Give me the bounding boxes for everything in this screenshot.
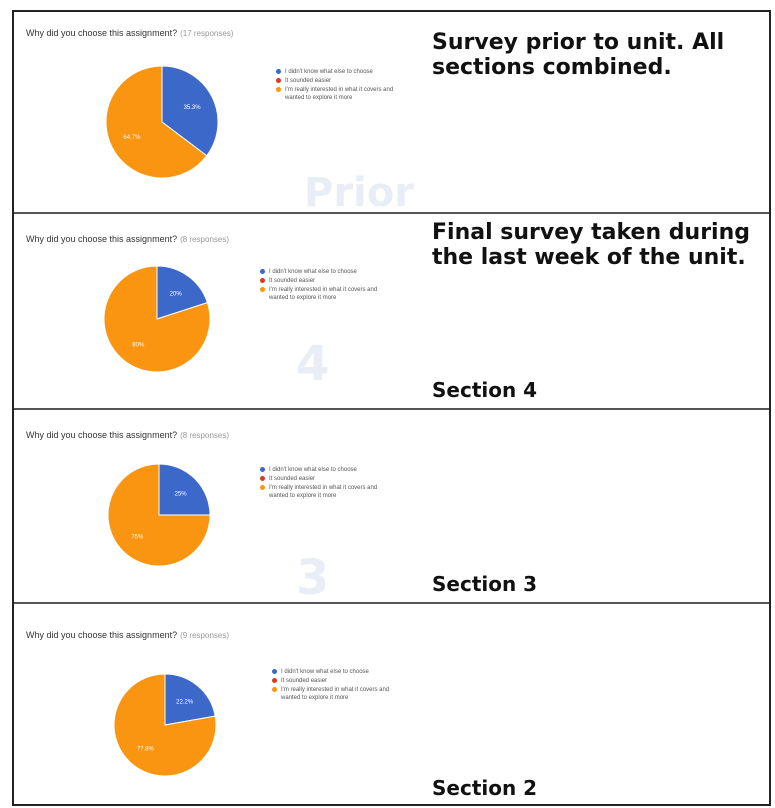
legend-label: I didn't know what else to choose [269, 467, 357, 473]
legend-label: I didn't know what else to choose [285, 69, 373, 75]
question-text: Why did you choose this assignment? [26, 234, 178, 244]
panel-section-2: Why did you choose this assignment? (9 re… [14, 604, 769, 808]
response-count: (8 responses) [180, 431, 230, 440]
legend-item: I didn't know what else to choose [260, 268, 390, 276]
question-text: Why did you choose this assignment? [26, 28, 178, 38]
legend-swatch-blue [260, 467, 265, 472]
pie-chart: 35.3% 64.7% [105, 65, 219, 179]
question-title: Why did you choose this assignment? (8 re… [26, 430, 229, 440]
section-label: Section 3 [432, 572, 538, 596]
legend-item: I'm really interested in what it covers … [260, 286, 390, 302]
legend-item: I'm really interested in what it covers … [272, 686, 402, 702]
legend-label: It sounded easier [285, 78, 332, 84]
legend-item: It sounded easier [260, 277, 390, 285]
pie-slice-label: 20% [170, 291, 183, 297]
pie-slice-label: 25% [175, 491, 188, 497]
legend: I didn't know what else to choose It sou… [260, 466, 390, 501]
legend-swatch-blue [272, 669, 277, 674]
legend-swatch-orange [260, 485, 265, 490]
legend-swatch-blue [260, 269, 265, 274]
pie-slice [156, 265, 209, 320]
pie-slice [161, 65, 219, 157]
legend-label: It sounded easier [269, 278, 316, 284]
question-title: Why did you choose this assignment? (17 r… [26, 28, 233, 38]
pie-slice-label: 75% [131, 535, 144, 541]
legend-label: I'm really interested in what it covers … [281, 687, 390, 701]
pie-slice [105, 65, 208, 179]
question-title: Why did you choose this assignment? (9 re… [26, 630, 229, 640]
legend-item: It sounded easier [276, 77, 406, 85]
pie-slice-label: 35.3% [184, 105, 202, 111]
legend-item: I didn't know what else to choose [272, 668, 402, 676]
legend-label: I'm really interested in what it covers … [269, 287, 378, 301]
legend: I didn't know what else to choose It sou… [260, 268, 390, 303]
panel-prior: Why did you choose this assignment? (17 r… [14, 12, 769, 214]
pie-chart: 20% 80% [103, 265, 211, 373]
panel-section-3: Why did you choose this assignment? (8 re… [14, 410, 769, 604]
legend-label: It sounded easier [269, 476, 316, 482]
pie-slice [158, 463, 211, 516]
pie-slice [113, 673, 217, 777]
pie-slice-label: 77.8% [137, 746, 155, 752]
pie-slice [103, 265, 211, 373]
panel-section-4: Why did you choose this assignment? (8 re… [14, 214, 769, 410]
legend-label: I didn't know what else to choose [269, 269, 357, 275]
legend-swatch-red [260, 278, 265, 283]
legend-label: I didn't know what else to choose [281, 669, 369, 675]
legend-swatch-orange [260, 287, 265, 292]
legend-label: It sounded easier [281, 678, 328, 684]
pie-slice-label: 80% [132, 343, 145, 349]
pie-slice [164, 673, 216, 726]
pie-chart: 22.2% 77.8% [113, 673, 217, 777]
legend: I didn't know what else to choose It sou… [276, 68, 406, 103]
legend-item: I'm really interested in what it covers … [260, 484, 390, 500]
watermark: 3 [296, 550, 330, 604]
pie-slice [107, 463, 211, 567]
question-text: Why did you choose this assignment? [26, 430, 178, 440]
question-text: Why did you choose this assignment? [26, 630, 178, 640]
legend-swatch-red [272, 678, 277, 683]
legend-swatch-blue [276, 69, 281, 74]
watermark: Prior [304, 170, 414, 214]
watermark: 4 [296, 336, 330, 392]
response-count: (17 responses) [180, 29, 234, 38]
legend-swatch-red [260, 476, 265, 481]
pie-chart: 25% 75% [107, 463, 211, 567]
legend-item: I didn't know what else to choose [260, 466, 390, 474]
legend-swatch-orange [276, 87, 281, 92]
panel-heading: Survey prior to unit. All sections combi… [432, 30, 725, 80]
section-label: Section 2 [432, 776, 538, 800]
legend: I didn't know what else to choose It sou… [272, 668, 402, 703]
legend-label: I'm really interested in what it covers … [269, 485, 378, 499]
response-count: (9 responses) [180, 631, 230, 640]
pie-slice-label: 22.2% [176, 700, 194, 706]
survey-comparison-frame: Why did you choose this assignment? (17 r… [12, 10, 771, 806]
legend-item: I didn't know what else to choose [276, 68, 406, 76]
legend-item: It sounded easier [260, 475, 390, 483]
legend-item: I'm really interested in what it covers … [276, 86, 406, 102]
question-title: Why did you choose this assignment? (8 re… [26, 234, 229, 244]
pie-slice-label: 64.7% [123, 135, 141, 141]
legend-swatch-red [276, 78, 281, 83]
legend-label: I'm really interested in what it covers … [285, 87, 394, 101]
legend-swatch-orange [272, 687, 277, 692]
section-label: Section 4 [432, 378, 538, 402]
legend-item: It sounded easier [272, 677, 402, 685]
panel-heading: Final survey taken during the last week … [432, 220, 751, 270]
response-count: (8 responses) [180, 235, 230, 244]
